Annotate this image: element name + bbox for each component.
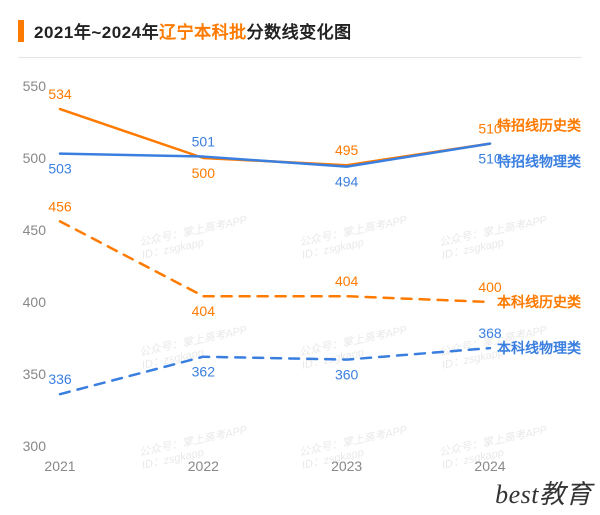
chart-title: 2021年~2024年辽宁本科批分数线变化图 [34,18,352,43]
y-tick-label: 550 [23,78,47,94]
series-line-bk_history [60,221,490,302]
value-label: 362 [192,364,216,380]
x-tick-label: 2021 [44,458,75,474]
value-label: 534 [48,86,72,102]
value-label: 495 [335,142,359,158]
x-tick-label: 2022 [188,458,219,474]
y-tick-label: 300 [23,438,47,454]
value-label: 494 [335,174,359,190]
value-label: 503 [48,161,72,177]
y-tick-label: 500 [23,150,47,166]
value-label: 404 [192,303,216,319]
value-label: 456 [48,198,72,214]
legend-bk_history: 本科线历史类 [497,294,582,310]
y-tick-label: 350 [23,366,47,382]
y-tick-label: 450 [23,222,47,238]
x-tick-label: 2024 [474,458,505,474]
brand-watermark: best教育 [495,474,592,511]
title-accent-bar [18,20,24,42]
title-post: 分数线变化图 [247,23,352,42]
value-label: 404 [335,273,359,289]
value-label: 360 [335,367,359,383]
series-line-bk_physics [60,348,490,394]
title-bar: 2021年~2024年辽宁本科批分数线变化图 [0,0,600,57]
legend-tz_history: 特招线历史类 [497,118,582,134]
title-highlight: 辽宁本科批 [159,23,247,42]
line-chart: 公众号：掌上高考APPID：zsgkapp公众号：掌上高考APPID：zsgka… [0,66,600,506]
value-label: 368 [478,325,502,341]
value-label: 500 [192,165,216,181]
title-pre: 2021年~2024年 [34,23,159,42]
series-line-tz_physics [60,144,490,167]
chart-svg: 公众号：掌上高考APPID：zsgkapp公众号：掌上高考APPID：zsgka… [0,66,600,506]
legend-tz_physics: 特招线物理类 [497,154,582,170]
value-label: 400 [478,279,502,295]
title-divider [18,57,582,58]
legend-bk_physics: 本科线物理类 [497,340,582,356]
value-label: 501 [192,134,216,150]
value-label: 336 [48,371,72,387]
series-line-tz_history [60,109,490,165]
y-tick-label: 400 [23,294,47,310]
x-tick-label: 2023 [331,458,362,474]
